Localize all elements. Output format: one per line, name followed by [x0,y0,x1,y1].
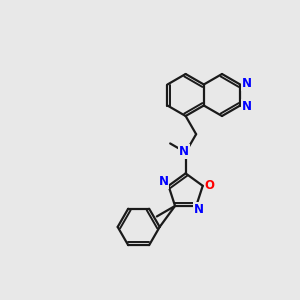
Text: N: N [194,203,204,216]
Text: N: N [158,175,169,188]
Text: O: O [205,179,215,192]
Text: N: N [242,100,252,113]
Text: N: N [242,77,252,90]
Text: N: N [178,145,189,158]
